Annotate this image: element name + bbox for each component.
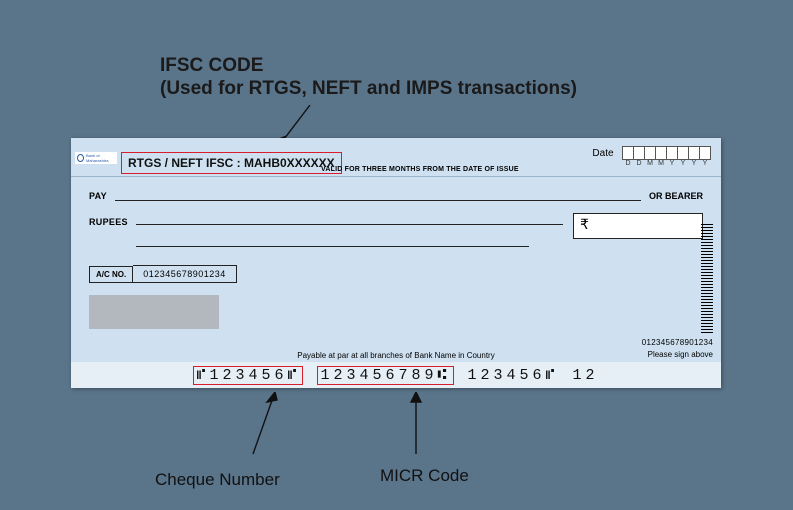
callout-cheque-number: Cheque Number bbox=[155, 470, 280, 490]
account-number-row: A/C NO. 012345678901234 bbox=[89, 265, 703, 283]
ifsc-heading-line2: (Used for RTGS, NEFT and IMPS transactio… bbox=[160, 78, 577, 100]
date-area: Date DD MM YY YY bbox=[592, 146, 711, 170]
ifsc-heading-line1: IFSC CODE bbox=[160, 55, 263, 77]
payable-text: Payable at par at all branches of Bank N… bbox=[71, 351, 721, 360]
ifsc-code-box: RTGS / NEFT IFSC : MAHB0XXXXXX bbox=[121, 152, 342, 174]
acno-label: A/C NO. bbox=[89, 266, 133, 283]
amount-box: ₹ bbox=[573, 213, 703, 239]
micr-seg3: 123456⑈ bbox=[468, 367, 559, 384]
validity-text: VALID FOR THREE MONTHS FROM THE DATE OF … bbox=[321, 166, 519, 173]
or-bearer: OR BEARER bbox=[649, 191, 703, 201]
pay-label: PAY bbox=[89, 191, 107, 201]
rupees-row: RUPEES ₹ bbox=[89, 213, 703, 257]
pay-line: PAY OR BEARER bbox=[89, 189, 703, 201]
acno-value: 012345678901234 bbox=[133, 265, 237, 283]
arrow-to-micr bbox=[398, 392, 438, 462]
cheque-header: Bank of Maharashtra RTGS / NEFT IFSC : M… bbox=[71, 138, 721, 176]
micr-cheque-number: ⑈123456⑈ bbox=[193, 366, 303, 385]
cheque-body: PAY OR BEARER RUPEES ₹ A/C NO. 012345678… bbox=[71, 177, 721, 329]
account-small: 012345678901234 bbox=[642, 338, 713, 347]
micr-band: ⑈123456⑈ 123456789⑆ 123456⑈ 12 bbox=[71, 362, 721, 388]
bank-logo: Bank of Maharashtra bbox=[75, 152, 117, 164]
arrow-to-cheque-no bbox=[245, 392, 295, 462]
micr-seg4: 12 bbox=[573, 367, 599, 384]
micr-code: 123456789⑆ bbox=[317, 366, 453, 385]
grey-block bbox=[89, 295, 219, 329]
barcode bbox=[701, 224, 713, 334]
rupees-label: RUPEES bbox=[89, 217, 128, 227]
date-label: Date bbox=[592, 148, 613, 159]
cheque: Bank of Maharashtra RTGS / NEFT IFSC : M… bbox=[71, 138, 721, 388]
callout-micr-code: MICR Code bbox=[380, 466, 469, 486]
date-cells: DD MM YY YY bbox=[622, 146, 711, 167]
